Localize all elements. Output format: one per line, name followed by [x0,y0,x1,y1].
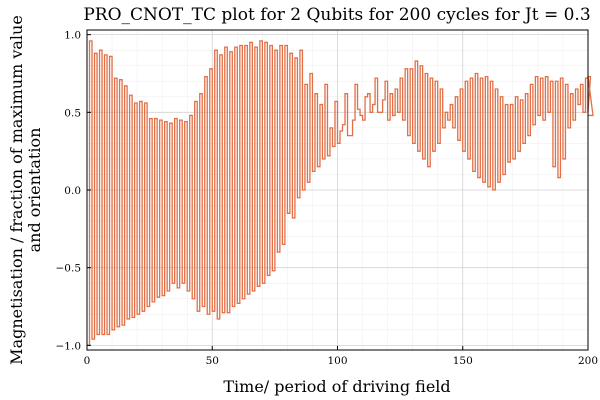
x-tick-label: 50 [206,355,219,367]
series-line [87,40,594,346]
y-axis-label-line-2: and orientation [25,128,44,253]
x-tick-label: 200 [578,355,598,367]
y-tick-label: 0.0 [64,185,81,197]
y-tick-label: −0.5 [56,263,82,275]
x-tick-label: 0 [84,355,91,367]
x-tick-label: 150 [453,355,473,367]
x-tick-label: 100 [327,355,347,367]
x-axis-label: Time/ period of driving field [223,377,450,396]
y-axis-label: Magnetisation / fraction of maximum valu… [7,15,44,365]
y-tick-label: 1.0 [64,30,81,42]
y-tick-label: −1.0 [56,340,82,352]
y-axis-ticks: −1.0 −0.5 0.0 0.5 1.0 [56,30,91,352]
y-axis-label-line-1: Magnetisation / fraction of maximum valu… [7,15,26,365]
chart-title: PRO_CNOT_TC plot for 2 Qubits for 200 cy… [83,5,590,25]
x-axis-ticks: 0 50 100 150 200 [84,346,598,367]
y-tick-label: 0.5 [64,107,81,119]
